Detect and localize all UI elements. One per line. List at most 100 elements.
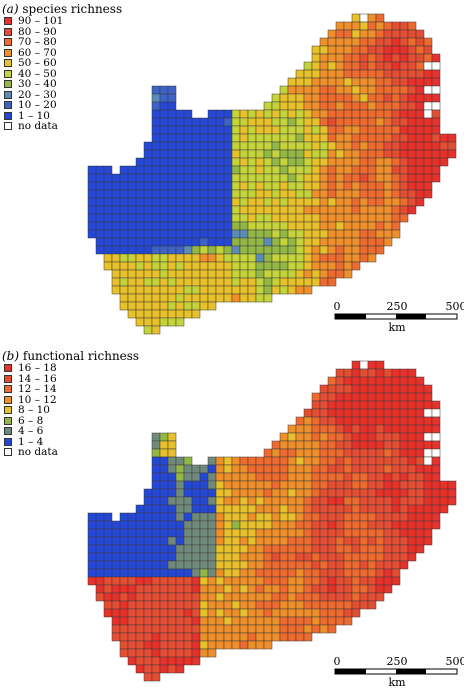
grid-cell <box>383 584 393 594</box>
grid-cell <box>343 584 353 594</box>
grid-cell <box>367 488 377 498</box>
grid-cell <box>439 141 449 151</box>
grid-cell <box>375 552 385 562</box>
legend-label: 90 – 101 <box>18 15 64 28</box>
grid-cell <box>303 440 313 450</box>
grid-cell <box>135 616 145 626</box>
grid-cell <box>247 173 257 183</box>
grid-cell <box>319 85 329 95</box>
grid-cell <box>359 464 369 474</box>
grid-cell <box>215 584 225 594</box>
grid-cell <box>279 253 289 263</box>
grid-cell <box>199 229 209 239</box>
legend-swatch <box>4 406 12 415</box>
grid-cell <box>311 552 321 562</box>
grid-cell <box>311 253 321 263</box>
grid-cell <box>191 157 201 167</box>
grid-cell <box>359 77 369 87</box>
grid-cell <box>111 173 121 183</box>
grid-cell <box>135 277 145 287</box>
grid-cell <box>351 101 361 111</box>
grid-cell <box>151 528 161 538</box>
grid-cell <box>351 408 361 418</box>
grid-cell <box>343 149 353 159</box>
grid-cell <box>231 480 241 490</box>
grid-cell <box>111 608 121 618</box>
grid-cell <box>143 560 153 570</box>
grid-cell <box>191 189 201 199</box>
grid-cell <box>335 53 345 63</box>
grid-cell <box>183 624 193 634</box>
grid-cell <box>103 536 113 546</box>
grid-cell <box>351 37 361 47</box>
grid-cell <box>287 109 297 119</box>
grid-cell <box>303 448 313 458</box>
grid-cell <box>391 464 401 474</box>
grid-cell <box>399 133 409 143</box>
grid-cell <box>327 213 337 223</box>
grid-cell <box>191 504 201 514</box>
grid-cell <box>223 552 233 562</box>
grid-cell <box>319 213 329 223</box>
grid-cell <box>167 229 177 239</box>
grid-cell <box>199 293 209 303</box>
grid-cell <box>175 181 185 191</box>
grid-cell <box>271 149 281 159</box>
grid-cell <box>367 384 377 394</box>
grid-cell <box>111 261 121 271</box>
grid-cell <box>319 269 329 279</box>
grid-cell <box>167 301 177 311</box>
grid-cell <box>223 520 233 530</box>
grid-cell <box>191 133 201 143</box>
scale-tick-label: 250 <box>386 300 408 313</box>
grid-cell <box>295 632 305 642</box>
grid-cell <box>199 520 209 530</box>
grid-cell <box>335 29 345 39</box>
grid-cell <box>183 157 193 167</box>
grid-cell <box>159 253 169 263</box>
grid-cell <box>191 165 201 175</box>
grid-cell <box>199 221 209 231</box>
grid-cell <box>415 464 425 474</box>
grid-cell <box>183 309 193 319</box>
grid-cell <box>327 149 337 159</box>
grid-cell <box>359 584 369 594</box>
grid-cell <box>335 576 345 586</box>
grid-cell <box>391 181 401 191</box>
grid-cell <box>295 592 305 602</box>
grid-cell <box>103 592 113 602</box>
grid-cell <box>319 504 329 514</box>
grid-cell <box>175 664 185 674</box>
grid-cell <box>439 133 449 143</box>
grid-cell <box>127 592 137 602</box>
grid-cell <box>391 568 401 578</box>
grid-cell <box>183 584 193 594</box>
grid-cell <box>175 285 185 295</box>
grid-cell <box>263 165 273 175</box>
grid-cell <box>399 93 409 103</box>
grid-cell <box>359 61 369 71</box>
grid-cell <box>359 133 369 143</box>
grid-cell <box>175 165 185 175</box>
grid-cell <box>263 464 273 474</box>
grid-cell <box>271 528 281 538</box>
grid-cell <box>223 560 233 570</box>
grid-cell <box>279 568 289 578</box>
legend-label: 6 – 8 <box>18 414 44 427</box>
grid-cell <box>183 504 193 514</box>
grid-cell <box>375 504 385 514</box>
grid-cell <box>159 648 169 658</box>
grid-cell <box>375 472 385 482</box>
grid-cell <box>143 197 153 207</box>
grid-cell <box>415 384 425 394</box>
legend-swatch <box>4 17 12 26</box>
grid-cell <box>327 432 337 442</box>
grid-cell <box>415 424 425 434</box>
grid-cell <box>359 600 369 610</box>
grid-cell <box>343 520 353 530</box>
grid-cell <box>335 45 345 55</box>
grid-cell <box>143 504 153 514</box>
grid-cell <box>207 592 217 602</box>
grid-cell <box>127 285 137 295</box>
grid-cell <box>119 520 129 530</box>
